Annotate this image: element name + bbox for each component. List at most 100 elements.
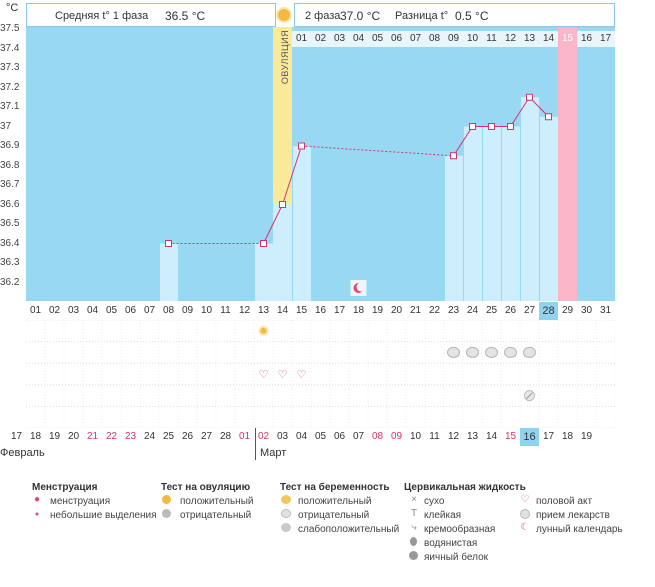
heart-icon: ♡ — [259, 369, 269, 381]
day-number[interactable]: 21 — [409, 305, 422, 316]
calendar-date[interactable]: 09 — [390, 431, 403, 442]
day-number[interactable]: 24 — [466, 305, 479, 316]
day-number[interactable]: 08 — [162, 305, 175, 316]
calendar-date[interactable]: 12 — [447, 431, 460, 442]
calendar-date[interactable]: 04 — [295, 431, 308, 442]
cycle-day[interactable]: 03 — [333, 33, 346, 44]
calendar-date[interactable]: 18 — [29, 431, 42, 442]
day-number[interactable]: 01 — [29, 305, 42, 316]
day-number[interactable]: 30 — [580, 305, 593, 316]
calendar-date[interactable]: 27 — [200, 431, 213, 442]
calendar-date[interactable]: 07 — [352, 431, 365, 442]
cycle-day[interactable]: 02 — [314, 33, 327, 44]
calendar-date[interactable]: 08 — [371, 431, 384, 442]
day-number[interactable]: 11 — [220, 305, 231, 316]
day-number[interactable]: 05 — [105, 305, 118, 316]
calendar-date[interactable]: 19 — [48, 431, 61, 442]
calendar-date[interactable]: 10 — [409, 431, 422, 442]
y-tick-label: 37.2 — [0, 81, 20, 93]
calendar-date[interactable]: 05 — [314, 431, 327, 442]
day-number[interactable]: 27 — [523, 305, 536, 316]
calendar-date[interactable]: 23 — [124, 431, 137, 442]
calendar-date[interactable]: 15 — [504, 431, 517, 442]
y-axis-unit: °C — [6, 2, 19, 14]
calendar-date[interactable]: 25 — [162, 431, 175, 442]
legend-menstruation: менструация — [50, 496, 111, 507]
calendar-date[interactable]: 20 — [67, 431, 80, 442]
calendar-date[interactable]: 16 — [520, 428, 539, 446]
day-number[interactable]: 15 — [295, 305, 308, 316]
cycle-day[interactable]: 07 — [409, 33, 422, 44]
day-number[interactable]: 10 — [200, 305, 213, 316]
temperature-chart — [26, 27, 615, 301]
day-number[interactable]: 20 — [390, 305, 403, 316]
calendar-date[interactable]: 24 — [143, 431, 156, 442]
pill-icon-line — [526, 392, 533, 399]
day-number[interactable]: 25 — [485, 305, 498, 316]
pregnancy-positive-icon — [281, 495, 291, 504]
day-number[interactable]: 02 — [48, 305, 61, 316]
calendar-date[interactable]: 01 — [238, 431, 251, 442]
moon-icon-shadow — [356, 282, 366, 292]
phase1-summary: Средняя t° 1 фаза 36.5 °C — [26, 3, 276, 27]
cycle-day[interactable]: 12 — [504, 33, 517, 44]
legend-creamy: кремообразная — [424, 524, 496, 535]
day-number[interactable]: 09 — [181, 305, 194, 316]
day-number[interactable]: 28 — [539, 302, 558, 320]
calendar-date[interactable]: 26 — [181, 431, 194, 442]
legend-eggwhite: яичный белок — [424, 552, 489, 563]
pregnancy-negative-icon — [485, 346, 498, 358]
legend-ovulation-positive: положительный — [180, 496, 254, 507]
cycle-day[interactable]: 17 — [599, 33, 612, 44]
calendar-date[interactable]: 06 — [333, 431, 346, 442]
day-number[interactable]: 07 — [143, 305, 156, 316]
calendar-date[interactable]: 03 — [276, 431, 289, 442]
legend-medication: прием лекарств — [536, 510, 610, 521]
cycle-day[interactable]: 11 — [486, 33, 497, 44]
cycle-day[interactable]: 13 — [523, 33, 536, 44]
calendar-date[interactable]: 14 — [485, 431, 498, 442]
calendar-date[interactable]: 17 — [542, 431, 555, 442]
calendar-date[interactable]: 28 — [219, 431, 232, 442]
day-number[interactable]: 19 — [371, 305, 384, 316]
calendar-date[interactable]: 13 — [466, 431, 479, 442]
chart-svg — [160, 27, 577, 301]
day-number[interactable]: 29 — [561, 305, 574, 316]
day-number[interactable]: 14 — [276, 305, 289, 316]
calendar-date[interactable]: 18 — [561, 431, 574, 442]
calendar-date[interactable]: 22 — [105, 431, 118, 442]
day-number[interactable]: 12 — [238, 305, 251, 316]
day-number[interactable]: 26 — [504, 305, 517, 316]
cycle-day[interactable]: 05 — [371, 33, 384, 44]
calendar-date[interactable]: 11 — [429, 431, 440, 442]
day-number[interactable]: 31 — [599, 305, 612, 316]
calendar-date[interactable]: 02 — [257, 431, 270, 442]
cycle-day[interactable]: 14 — [542, 33, 555, 44]
day-number[interactable]: 06 — [124, 305, 137, 316]
cycle-day[interactable]: 06 — [390, 33, 403, 44]
temperature-line — [263, 204, 283, 244]
day-number[interactable]: 04 — [86, 305, 99, 316]
day-number[interactable]: 18 — [352, 305, 365, 316]
day-number[interactable]: 13 — [257, 305, 270, 316]
day-number[interactable]: 23 — [447, 305, 460, 316]
cycle-day[interactable]: 08 — [428, 33, 441, 44]
legend-cervical-title: Цервикальная жидкость — [404, 482, 526, 493]
calendar-date[interactable]: 21 — [86, 431, 99, 442]
pregnancy-negative-icon — [504, 346, 517, 358]
pregnancy-negative-icon — [523, 346, 536, 358]
cycle-day[interactable]: 10 — [466, 33, 479, 44]
cycle-day[interactable]: 16 — [580, 33, 593, 44]
cycle-day[interactable]: 15 — [558, 31, 577, 47]
day-number[interactable]: 03 — [67, 305, 80, 316]
diff-label: Разница t° — [395, 10, 449, 22]
cycle-day[interactable]: 09 — [447, 33, 460, 44]
pill-icon — [520, 509, 530, 519]
calendar-date[interactable]: 17 — [10, 431, 23, 442]
cycle-day[interactable]: 01 — [295, 33, 308, 44]
calendar-date[interactable]: 19 — [580, 431, 593, 442]
day-number[interactable]: 16 — [314, 305, 327, 316]
cycle-day[interactable]: 04 — [352, 33, 365, 44]
day-number[interactable]: 17 — [333, 305, 346, 316]
day-number[interactable]: 22 — [428, 305, 441, 316]
